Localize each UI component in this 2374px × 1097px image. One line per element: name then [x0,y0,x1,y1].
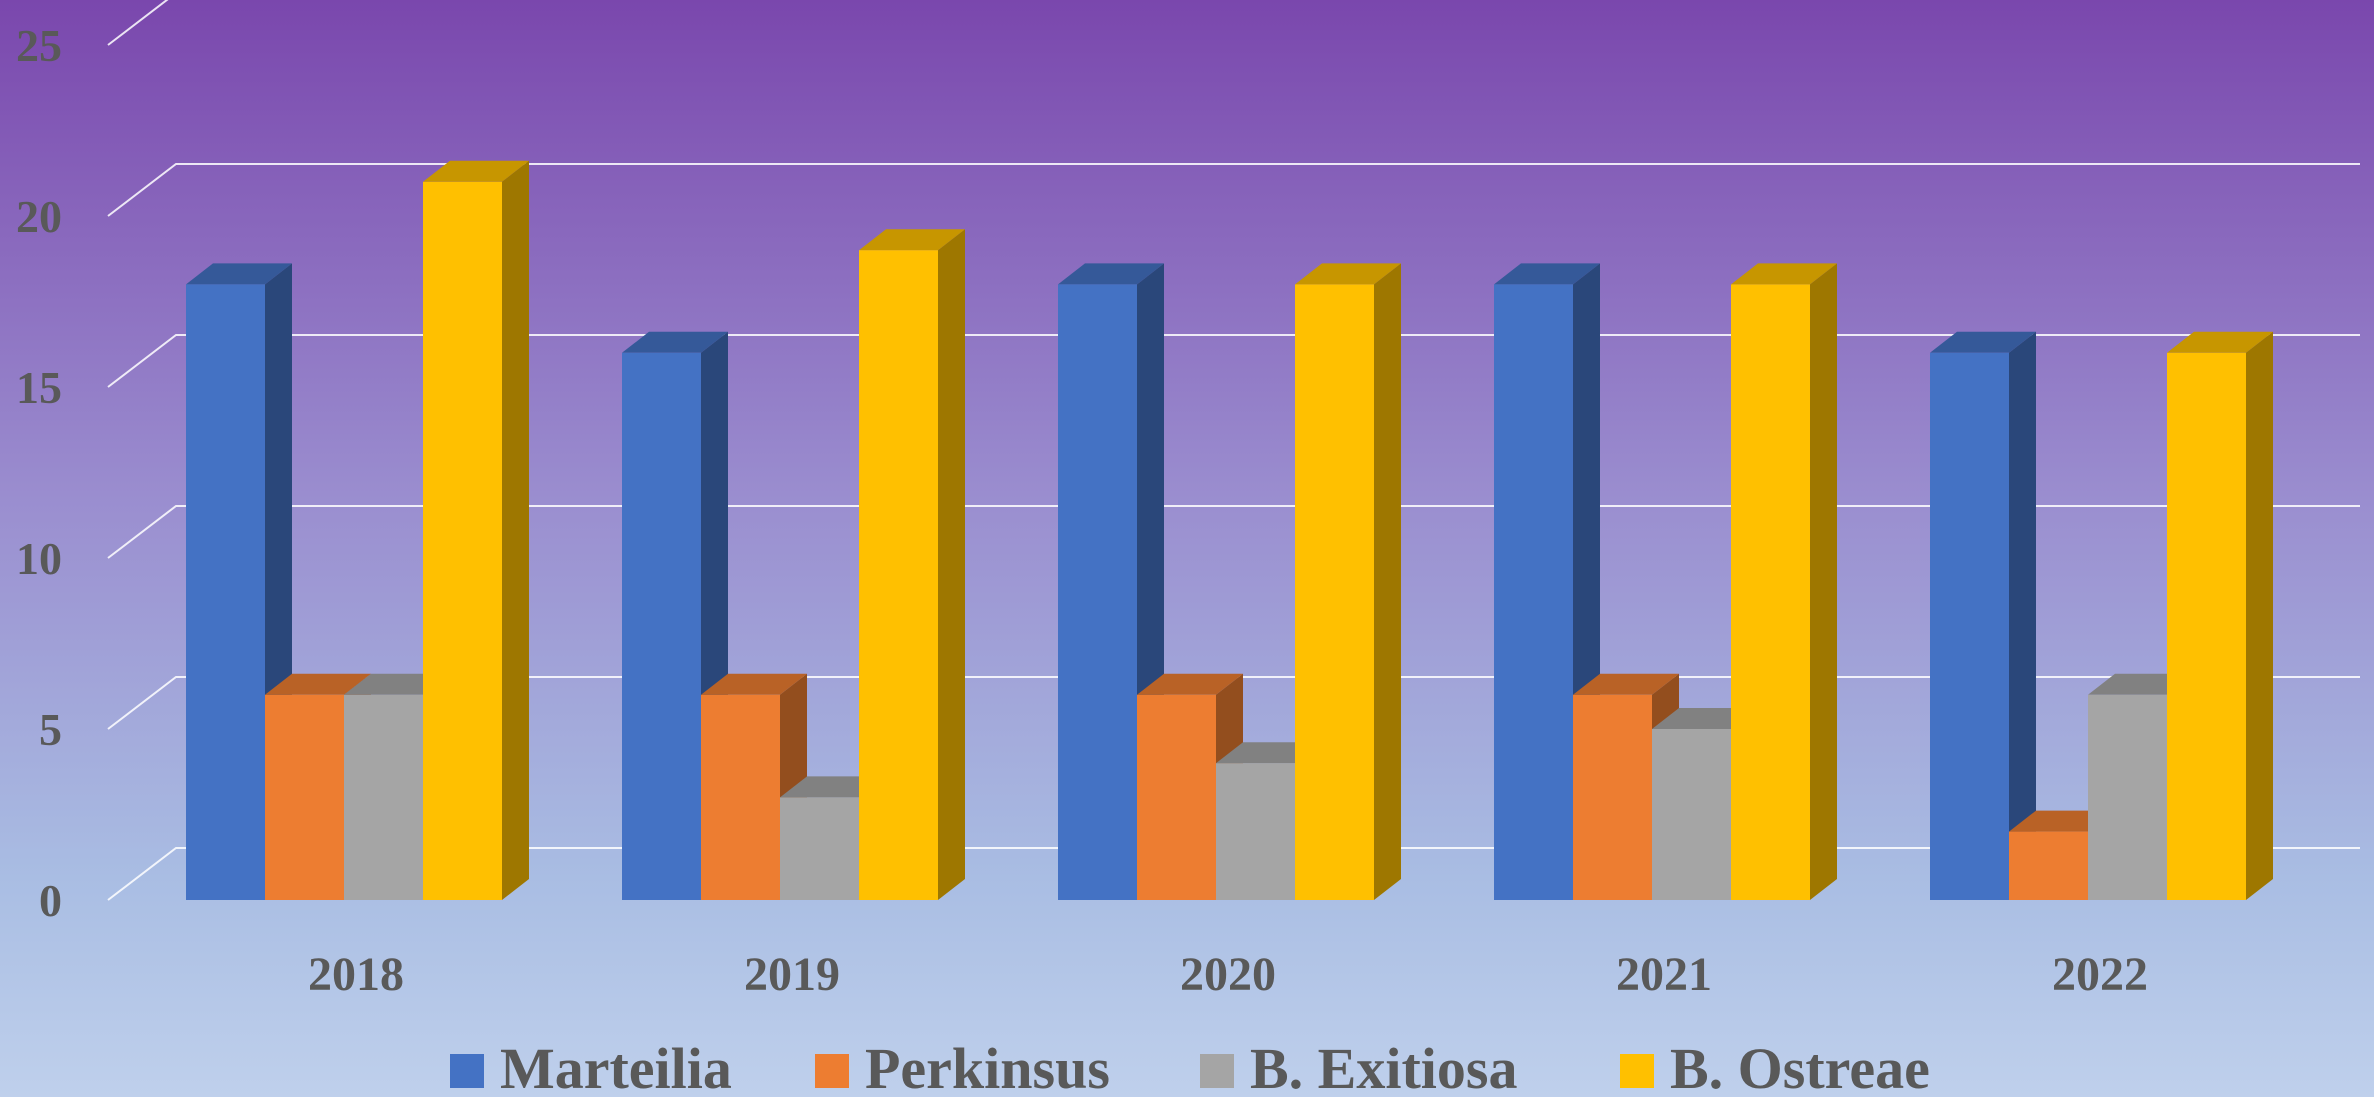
bar-front [2167,352,2246,900]
y-tick-label: 10 [16,533,62,584]
bar-marteilia-2019 [622,331,728,900]
bar-front [1652,729,1731,900]
bar-top [1573,673,1679,695]
bar-top [423,160,529,182]
bar-b-ostreae-2018 [423,160,529,901]
x-tick-label: 2019 [744,948,840,1001]
bar-front [1058,284,1137,900]
bar-side [2246,331,2273,900]
bar-top [1731,263,1837,285]
bar-front [265,694,344,900]
y-tick-label: 20 [16,191,62,242]
bar-side [1810,263,1837,900]
bar-top [622,331,728,353]
bar-front [622,352,701,900]
bar-side [2009,331,2036,900]
bar-perkinsus-2020 [1137,673,1243,900]
gridline-25 [107,0,169,46]
x-tick-label: 2021 [1616,948,1712,1001]
gridline-15 [107,334,2360,388]
bar-front [1216,763,1295,900]
legend-item: B. Ostreae [1620,1036,1930,1097]
bar-front [2088,694,2167,900]
bar-top [186,263,292,285]
bar-front [1137,694,1216,900]
bar-top [1058,263,1164,285]
y-axis-ticks: 0 5 10 15 20 25 [16,20,62,926]
bar-side [1374,263,1401,900]
legend-swatch [1200,1054,1234,1088]
bar-front [701,694,780,900]
bar-side [938,229,965,900]
y-tick-label: 25 [16,20,62,71]
bar-marteilia-2022 [1930,331,2036,900]
bar-top [859,229,965,251]
x-tick-label: 2022 [2052,948,2148,1001]
y-tick-label: 0 [39,875,62,926]
bar-b-ostreae-2022 [2167,331,2273,900]
gridline-10 [107,505,2360,559]
bar-side [502,160,529,901]
bar-top [701,673,807,695]
y-tick-label: 15 [16,362,62,413]
legend-swatch [815,1054,849,1088]
legend-label: Perkinsus [865,1036,1110,1097]
bar-top [1137,673,1243,695]
bar-front [423,181,502,901]
bars [186,160,2273,901]
legend-label: B. Exitiosa [1250,1036,1518,1097]
bar-b-ostreae-2019 [859,229,965,900]
x-tick-label: 2020 [1180,948,1276,1001]
bar-front [2009,831,2088,900]
bar-b-ostreae-2021 [1731,263,1837,900]
bar-front [1573,694,1652,900]
y-tick-label: 5 [39,704,62,755]
legend-swatch [450,1054,484,1088]
bar-top [265,673,371,695]
x-tick-label: 2018 [308,948,404,1001]
bar-front [859,250,938,900]
bar-front [1731,284,1810,900]
bar-front [344,694,423,900]
bar-front [1494,284,1573,900]
legend-label: Marteilia [500,1036,732,1097]
bar-top [1494,263,1600,285]
bar-top [1930,331,2036,353]
bar-front [1295,284,1374,900]
bar-b-ostreae-2020 [1295,263,1401,900]
bar-top [1295,263,1401,285]
bar-front [1930,352,2009,900]
legend-label: B. Ostreae [1670,1036,1930,1097]
legend: Marteilia Perkinsus B. Exitiosa B. Ostreae [450,1036,1930,1097]
bar-top [2167,331,2273,353]
legend-item: Marteilia [450,1036,732,1097]
legend-swatch [1620,1054,1654,1088]
bar-front [186,284,265,900]
gridline-20 [107,163,2360,217]
legend-item: B. Exitiosa [1200,1036,1518,1097]
x-axis-ticks: 2018 2019 2020 2021 2022 [308,948,2148,1001]
bar-front [780,797,859,900]
legend-item: Perkinsus [815,1036,1110,1097]
